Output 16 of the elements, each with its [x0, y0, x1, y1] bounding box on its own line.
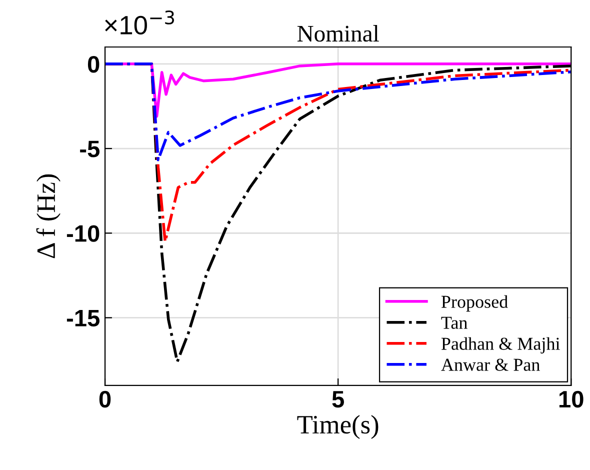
legend-label: Proposed [441, 295, 508, 312]
x-tick-label: 10 [559, 390, 584, 408]
y-tick-label: -10 [66, 225, 100, 242]
y-tick-label: 0 [88, 56, 100, 73]
chart-title: Nominal [297, 25, 379, 42]
text: ×10$^{−3}$ [105, 10, 174, 35]
legend-label: Padhan & Majhi [441, 337, 560, 354]
legend-label: Anwar & Pan [441, 358, 540, 371]
y-tick-label: -15 [66, 310, 100, 327]
x-axis-title: Time(s) [297, 415, 378, 439]
y-tick-label: -5 [80, 140, 100, 158]
line-series [105, 62, 572, 162]
x-tick-label: 0 [99, 390, 111, 408]
y-axis-title: Δ f (Hz) [36, 174, 60, 258]
legend-label: Tan [441, 316, 468, 329]
x-tick-label: 5 [332, 391, 344, 408]
